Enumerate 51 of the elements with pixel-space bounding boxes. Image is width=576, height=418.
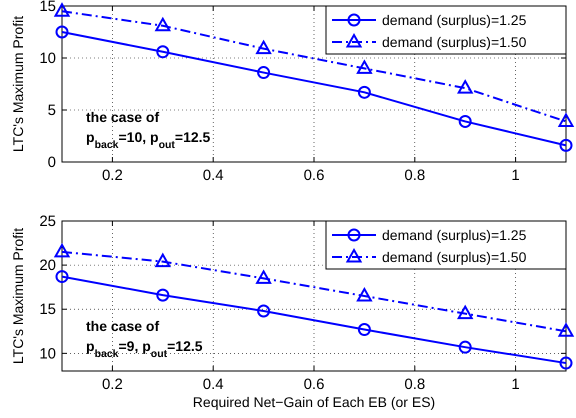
point: [356, 288, 372, 302]
legend-label: demand (surplus)=1.50: [382, 249, 527, 265]
y-tick-label: 20: [39, 257, 56, 274]
x-axis-title: Required Net−Gain of Each EB (or ES): [192, 394, 436, 410]
x-tick-label: 0.4: [202, 167, 224, 184]
y-tick-label: 10: [39, 345, 56, 362]
point: [356, 60, 372, 74]
point: [155, 18, 170, 32]
point: [56, 26, 68, 38]
point: [256, 40, 272, 54]
point: [155, 254, 170, 268]
x-tick-label: 0.8: [404, 167, 426, 184]
y-tick-label: 15: [39, 0, 56, 15]
y-tick-label: 0: [48, 154, 56, 171]
annotation: the case of p$_{back}$=9, p$_{out}$=12.5: [86, 318, 203, 360]
x-tick-label: 1: [511, 376, 520, 393]
y-tick-label: 10: [39, 50, 56, 67]
point: [56, 270, 68, 284]
x-tick-label: 0.6: [304, 376, 324, 393]
point: [358, 323, 371, 336]
point: [257, 66, 270, 80]
point: [458, 114, 472, 128]
x-tick-label: 0.6: [304, 167, 324, 184]
x-tick-label: 0.2: [102, 376, 123, 393]
point: [54, 244, 70, 258]
legend-label: demand (surplus)=1.50: [382, 34, 527, 50]
legend-label: demand (surplus)=1.25: [382, 12, 527, 28]
y-tick-label: 25: [39, 213, 56, 230]
point: [156, 288, 170, 302]
x-tick-label: 0.8: [404, 376, 426, 393]
point: [560, 356, 572, 370]
y-axis-title: LTC's Maximum Profit: [10, 228, 26, 364]
y-tick-label: 5: [48, 102, 56, 119]
point: [358, 86, 371, 99]
point: [257, 304, 270, 318]
x-tick-label: 1: [511, 167, 520, 184]
annotation: the case of p$_{back}$=10, p$_{out}$=12.5: [86, 109, 211, 151]
point: [558, 113, 574, 127]
point: [256, 270, 272, 284]
point: [458, 80, 473, 94]
x-tick-label: 0.4: [202, 376, 224, 393]
y-axis-title: LTC's Maximum Profit: [10, 16, 26, 152]
x-tick-label: 0.2: [102, 167, 123, 184]
point: [558, 323, 574, 337]
point: [54, 3, 70, 17]
y-tick-label: 15: [39, 301, 56, 318]
legend-label: demand (surplus)=1.25: [382, 227, 527, 243]
point: [458, 306, 473, 320]
point: [156, 45, 170, 58]
point: [458, 340, 472, 354]
point: [560, 138, 572, 152]
